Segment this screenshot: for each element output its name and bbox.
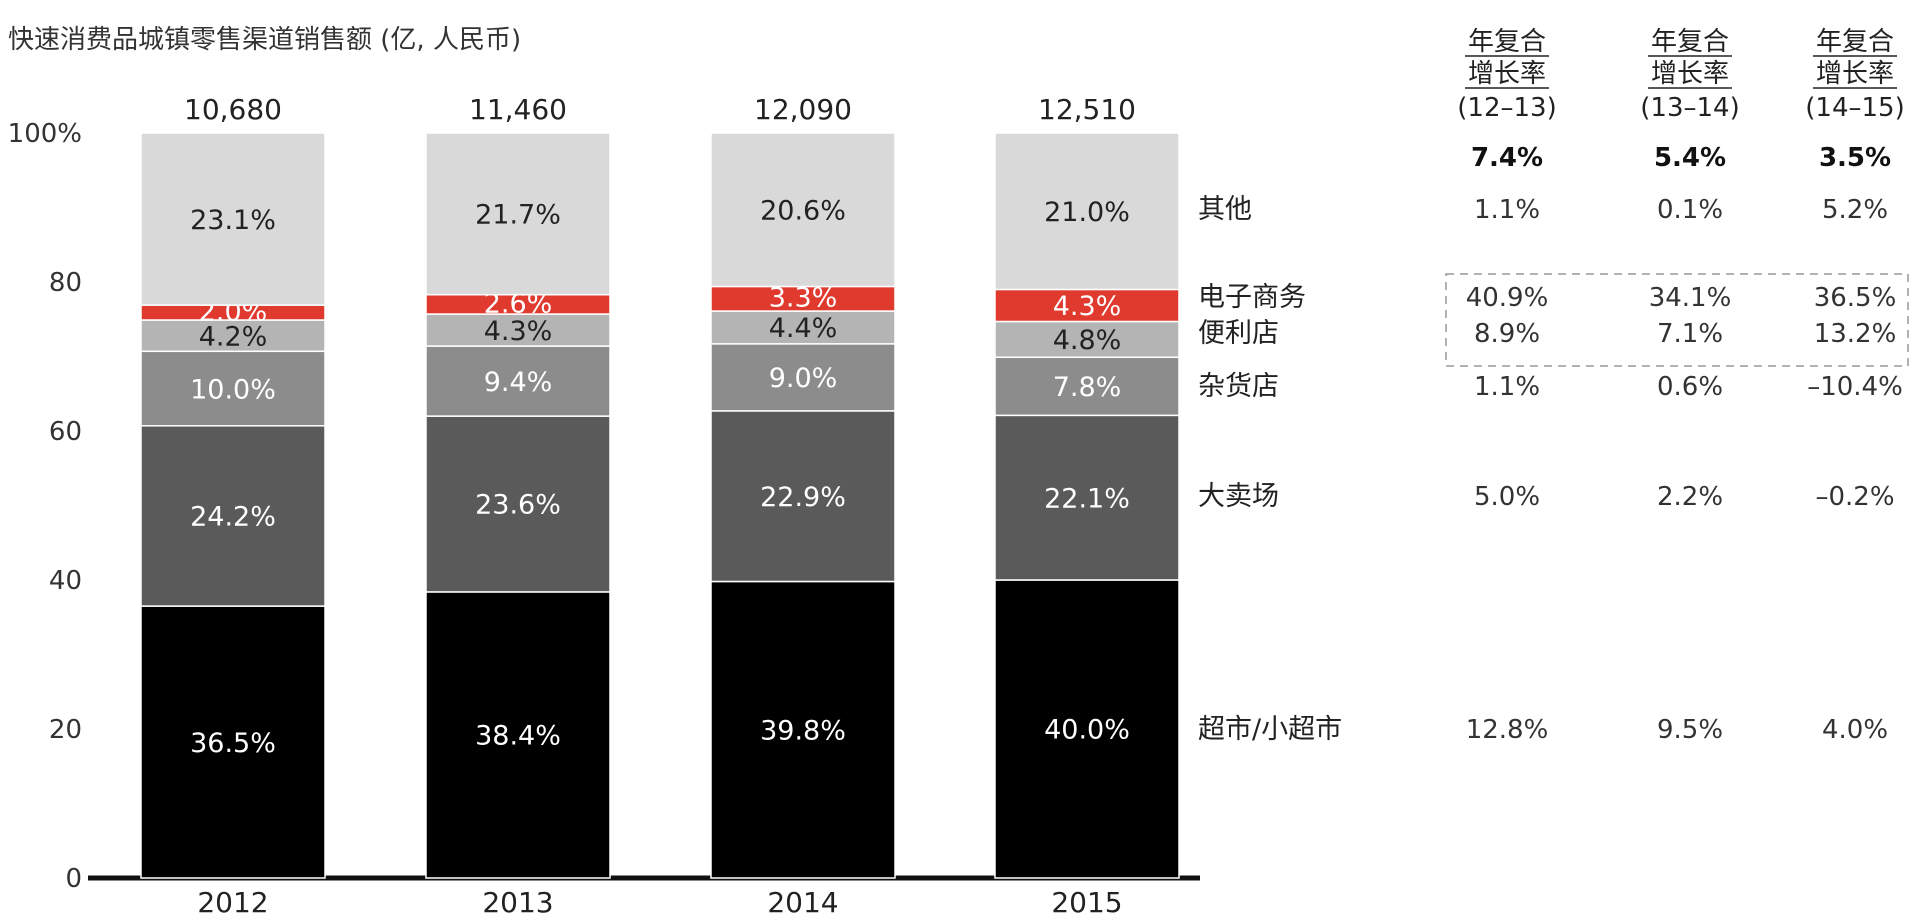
cagr-value: 34.1% bbox=[1649, 283, 1732, 313]
bar-total-label: 12,090 bbox=[754, 93, 852, 126]
data-label: 38.4% bbox=[475, 721, 561, 752]
data-label: 39.8% bbox=[760, 715, 846, 746]
highlight-box bbox=[1445, 273, 1909, 367]
cagr-value: 36.5% bbox=[1814, 283, 1897, 313]
x-tick-label: 2015 bbox=[1051, 886, 1122, 919]
series-name-label: 便利店 bbox=[1198, 318, 1279, 349]
data-label: 36.5% bbox=[190, 728, 276, 759]
y-tick-label: 20 bbox=[49, 715, 82, 745]
bar-segment bbox=[994, 320, 1180, 358]
bar-segment bbox=[994, 414, 1180, 581]
cagr-value: 12.8% bbox=[1466, 715, 1549, 745]
data-label: 10.0% bbox=[190, 374, 276, 405]
data-label: 21.0% bbox=[1044, 197, 1130, 228]
series-name-label: 电子商务 bbox=[1198, 282, 1306, 313]
data-label: 4.4% bbox=[769, 313, 838, 344]
bar-segment bbox=[425, 345, 611, 417]
bar-segment bbox=[425, 415, 611, 593]
bar-segment bbox=[140, 350, 326, 427]
cagr-value: 7.1% bbox=[1657, 319, 1723, 349]
cagr-total-value: 7.4% bbox=[1471, 143, 1543, 173]
bar-segment bbox=[425, 313, 611, 347]
x-tick-label: 2014 bbox=[767, 886, 838, 919]
cagr-header: (12–13) bbox=[1457, 93, 1556, 123]
bar-segment bbox=[994, 356, 1180, 417]
data-label: 4.3% bbox=[484, 316, 553, 347]
bar-segment bbox=[140, 132, 326, 306]
bar-segment bbox=[710, 580, 896, 879]
cagr-value: 0.1% bbox=[1657, 195, 1723, 225]
cagr-value: –10.4% bbox=[1807, 372, 1903, 402]
y-tick-label: 80 bbox=[49, 268, 82, 298]
data-label: 9.0% bbox=[769, 363, 838, 394]
cagr-total-value: 3.5% bbox=[1819, 143, 1891, 173]
bar-segment bbox=[994, 132, 1180, 291]
bar-segment bbox=[710, 132, 896, 288]
x-tick-label: 2012 bbox=[197, 886, 268, 919]
bar-segment bbox=[710, 310, 896, 345]
x-tick-label: 2013 bbox=[482, 886, 553, 919]
cagr-value: 4.0% bbox=[1822, 715, 1888, 745]
data-label: 23.1% bbox=[190, 205, 276, 236]
bar-segment bbox=[994, 288, 1180, 323]
cagr-header: 增长率 bbox=[1651, 59, 1729, 89]
cagr-value: 0.6% bbox=[1657, 372, 1723, 402]
cagr-value: 9.5% bbox=[1657, 715, 1723, 745]
data-label: 22.9% bbox=[760, 482, 846, 513]
y-tick-label: 60 bbox=[49, 417, 82, 447]
data-label: 23.6% bbox=[475, 490, 561, 521]
bar-total-label: 11,460 bbox=[469, 93, 567, 126]
cagr-header: 增长率 bbox=[1468, 59, 1546, 89]
cagr-value: 8.9% bbox=[1474, 319, 1540, 349]
cagr-header: (13–14) bbox=[1640, 93, 1739, 123]
data-label: 4.3% bbox=[1053, 291, 1122, 322]
data-label: 24.2% bbox=[190, 502, 276, 533]
data-label: 22.1% bbox=[1044, 483, 1130, 514]
series-name-label: 其他 bbox=[1198, 194, 1252, 225]
cagr-value: 1.1% bbox=[1474, 372, 1540, 402]
cagr-value: –0.2% bbox=[1815, 482, 1894, 512]
cagr-value: 5.0% bbox=[1474, 482, 1540, 512]
cagr-header: (14–15) bbox=[1805, 93, 1904, 123]
cagr-value: 40.9% bbox=[1466, 283, 1549, 313]
bar-total-label: 12,510 bbox=[1038, 93, 1136, 126]
data-label: 40.0% bbox=[1044, 715, 1130, 746]
cagr-table: 年复合增长率(12–13)7.4%年复合增长率(13–14)5.4%年复合增长率… bbox=[1445, 27, 1909, 745]
bar-segment bbox=[140, 605, 326, 879]
y-tick-label: 40 bbox=[49, 566, 82, 596]
cagr-value: 13.2% bbox=[1814, 319, 1897, 349]
series-name-label: 超市/小超市 bbox=[1198, 714, 1342, 745]
data-label: 7.8% bbox=[1053, 372, 1122, 403]
cagr-header: 年复合 bbox=[1468, 27, 1546, 57]
cagr-header: 年复合 bbox=[1651, 27, 1729, 57]
bar-segment bbox=[425, 132, 611, 296]
cagr-value: 2.2% bbox=[1657, 482, 1723, 512]
data-label: 21.7% bbox=[475, 200, 561, 231]
data-label: 4.8% bbox=[1053, 325, 1122, 356]
bar-segment bbox=[710, 285, 896, 312]
cagr-header: 增长率 bbox=[1816, 59, 1894, 89]
data-label: 9.4% bbox=[484, 367, 553, 398]
cagr-header: 年复合 bbox=[1816, 27, 1894, 57]
y-tick-label: 100% bbox=[8, 119, 82, 149]
data-label: 4.2% bbox=[199, 321, 268, 352]
chart-title: 快速消费品城镇零售渠道销售额 (亿, 人民币) bbox=[8, 25, 521, 55]
bar-total-label: 10,680 bbox=[184, 93, 282, 126]
bar-segment bbox=[994, 579, 1180, 879]
series-name-label: 大卖场 bbox=[1198, 481, 1279, 512]
cagr-total-value: 5.4% bbox=[1654, 143, 1726, 173]
bars-layer: 36.5%24.2%10.0%4.2%2.0%23.1%10,68038.4%2… bbox=[140, 93, 1180, 879]
bar-segment bbox=[140, 319, 326, 353]
bar-segment bbox=[710, 410, 896, 583]
series-name-label: 杂货店 bbox=[1198, 371, 1279, 402]
cagr-value: 1.1% bbox=[1474, 195, 1540, 225]
y-tick-label: 0 bbox=[65, 864, 82, 894]
data-label: 3.3% bbox=[769, 283, 838, 314]
cagr-value: 5.2% bbox=[1822, 195, 1888, 225]
data-label: 20.6% bbox=[760, 195, 846, 226]
bar-segment bbox=[425, 591, 611, 879]
